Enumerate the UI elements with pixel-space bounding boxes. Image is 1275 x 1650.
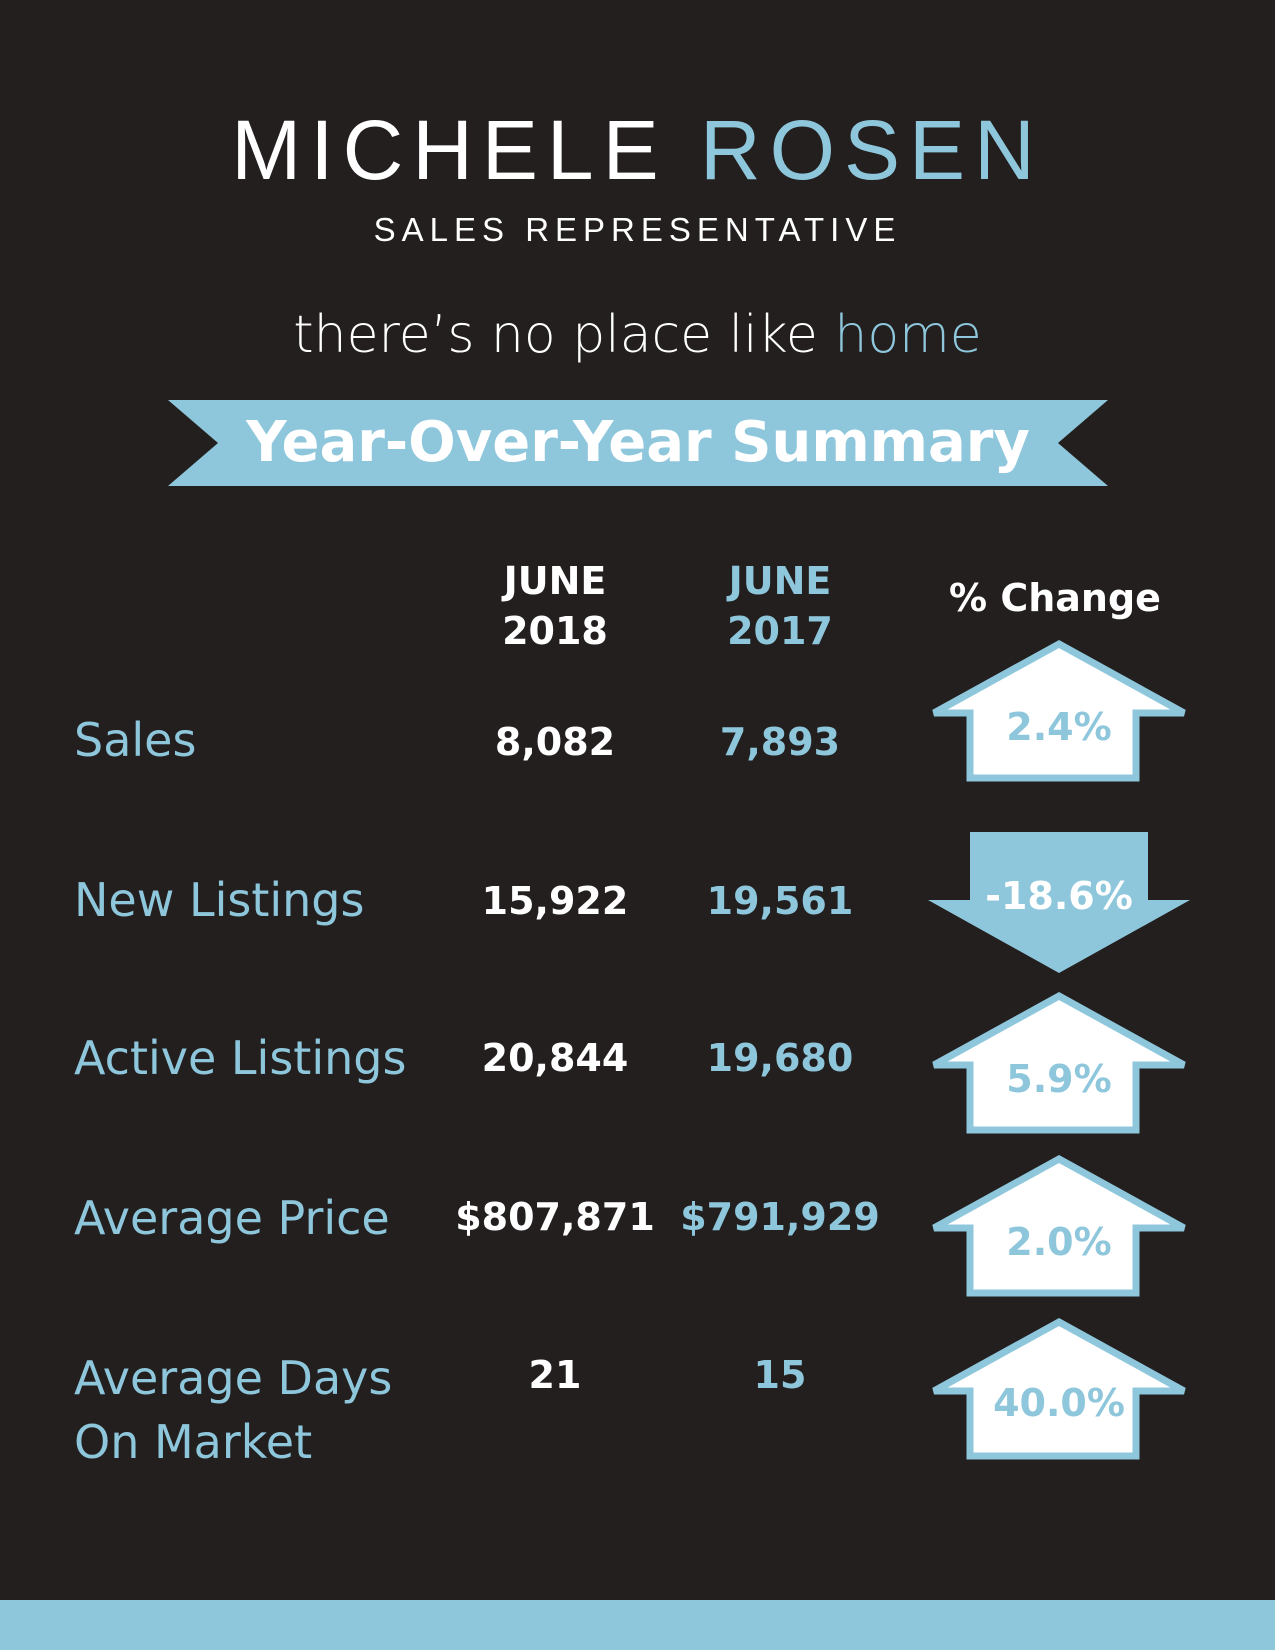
banner-title: Year-Over-Year Summary <box>246 410 1030 475</box>
active-listings-change-value: 5.9% <box>1006 1057 1112 1101</box>
column-header-change: % Change <box>949 576 1161 620</box>
banner-ribbon <box>168 400 1108 486</box>
up-arrow-icon <box>932 992 1186 1134</box>
new-listings-2018-value: 15,922 <box>481 879 629 923</box>
active-listings-2018-value: 20,844 <box>481 1036 629 1080</box>
agent-name: MICHELE ROSEN <box>0 100 1275 200</box>
footer-bar <box>0 1600 1275 1650</box>
column-header-2018: JUNE 2018 <box>440 556 670 656</box>
new-listings-2017-value: 19,561 <box>706 879 854 923</box>
days-on-market-2017-value: 15 <box>753 1353 807 1397</box>
sales-change-value: 2.4% <box>1006 705 1112 749</box>
column-header-2017-year: 2017 <box>727 609 833 653</box>
new-listings-change-value: -18.6% <box>985 874 1133 918</box>
average-price-2018-value: $807,871 <box>455 1195 655 1239</box>
tagline-accent: home <box>834 305 982 365</box>
row-label-average-price: Average Price <box>74 1191 390 1245</box>
down-arrow-icon <box>928 832 1190 973</box>
row-label-sales: Sales <box>74 713 197 767</box>
row-label-line-2: On Market <box>74 1415 313 1469</box>
column-header-2017: JUNE 2017 <box>665 556 895 656</box>
row-label-new-listings: New Listings <box>74 873 365 927</box>
agent-last-name: ROSEN <box>700 103 1044 197</box>
up-arrow-icon <box>932 1155 1186 1297</box>
average-price-change-value: 2.0% <box>1006 1220 1112 1264</box>
row-label-average-days-on-market: Average Days On Market <box>74 1346 392 1474</box>
agent-role: SALES REPRESENTATIVE <box>373 211 902 248</box>
average-price-2017-value: $791,929 <box>680 1195 880 1239</box>
sales-2017-value: 7,893 <box>719 720 841 764</box>
column-header-2017-month: JUNE <box>728 559 832 603</box>
tagline: there’s no place like home <box>0 300 1275 370</box>
row-label-line-1: Average Days <box>74 1351 393 1405</box>
sales-2018-value: 8,082 <box>494 720 616 764</box>
column-header-2018-year: 2018 <box>502 609 608 653</box>
row-label-active-listings: Active Listings <box>74 1031 407 1085</box>
up-arrow-icon <box>932 640 1186 782</box>
days-on-market-2018-value: 21 <box>528 1353 582 1397</box>
agent-first-name: MICHELE <box>231 103 668 197</box>
active-listings-2017-value: 19,680 <box>706 1036 854 1080</box>
column-header-2018-month: JUNE <box>503 559 607 603</box>
up-arrow-icon <box>932 1318 1186 1460</box>
tagline-main: there’s no place like <box>293 305 818 365</box>
days-on-market-change-value: 40.0% <box>993 1381 1125 1425</box>
